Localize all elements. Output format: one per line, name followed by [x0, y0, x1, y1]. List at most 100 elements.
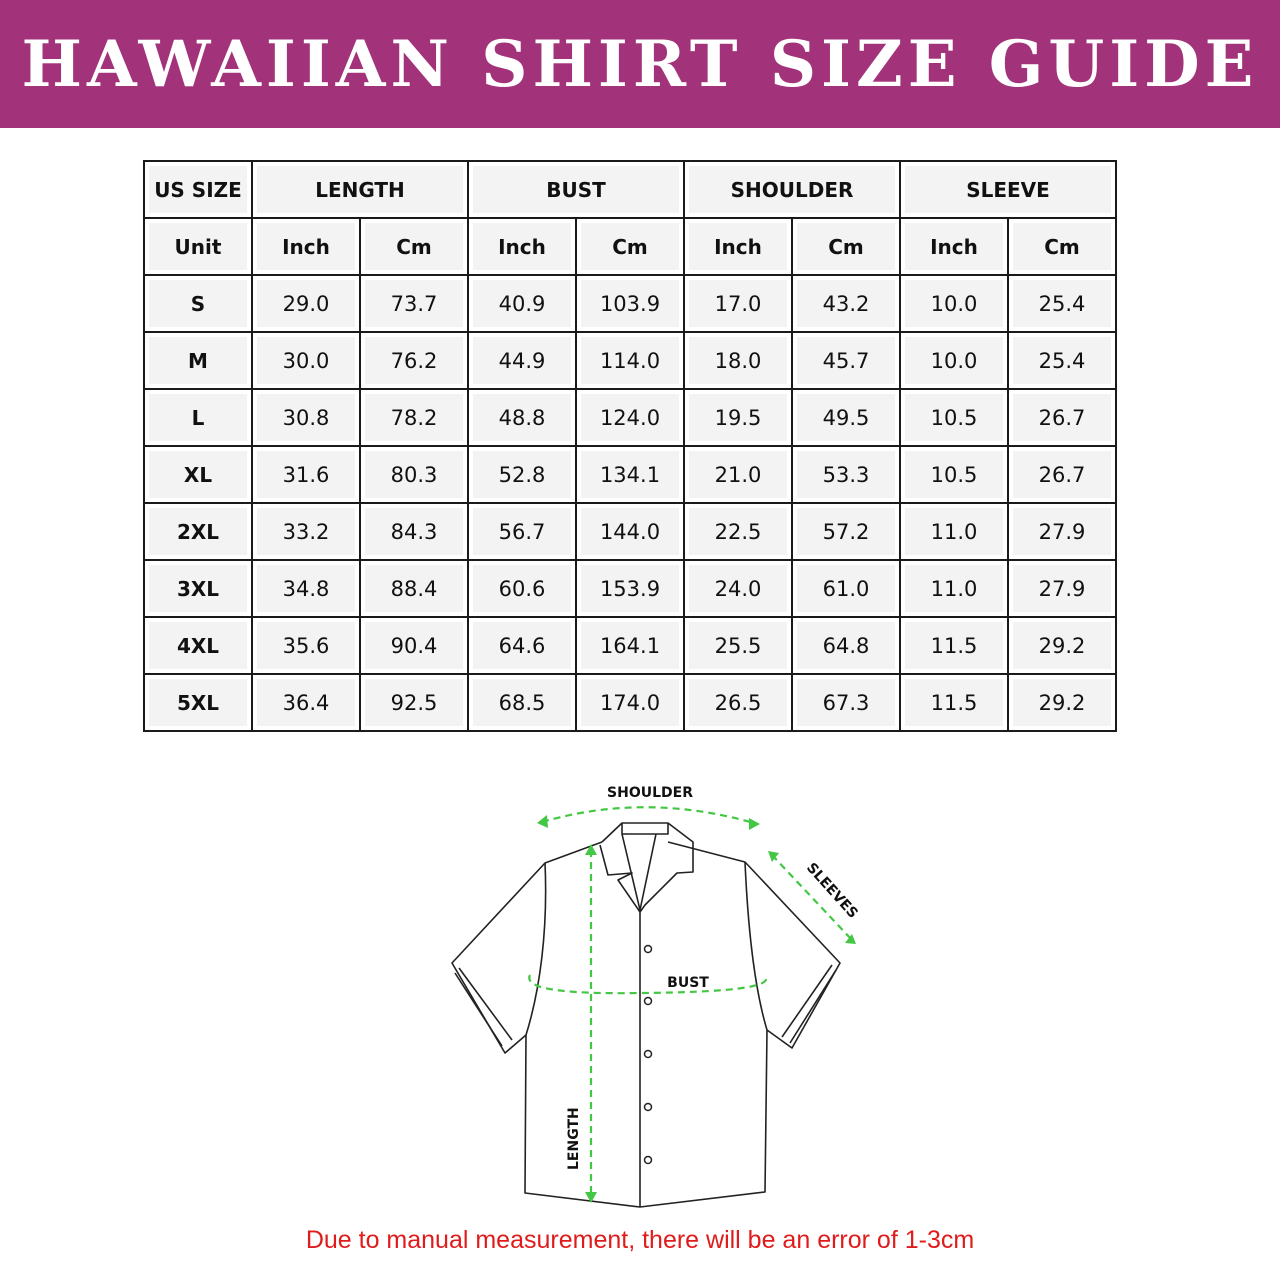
value-cell: 92.5 — [359, 673, 469, 732]
value-cell: 27.9 — [1007, 502, 1117, 561]
value-cell: 78.2 — [359, 388, 469, 447]
value-cell: 25.5 — [683, 616, 793, 675]
value-cell: 25.4 — [1007, 274, 1117, 333]
value-cell: 24.0 — [683, 559, 793, 618]
unit-cell: Cm — [359, 217, 469, 276]
value-cell: 67.3 — [791, 673, 901, 732]
size-cell: S — [143, 274, 253, 333]
value-cell: 68.5 — [467, 673, 577, 732]
value-cell: 36.4 — [251, 673, 361, 732]
unit-cell: Cm — [1007, 217, 1117, 276]
value-cell: 29.2 — [1007, 616, 1117, 675]
unit-label: Unit — [143, 217, 253, 276]
value-cell: 153.9 — [575, 559, 685, 618]
length-label: LENGTH — [566, 1107, 582, 1170]
size-cell: 5XL — [143, 673, 253, 732]
group-header-row: US SIZE LENGTH BUST SHOULDER SLEEVE — [143, 160, 1117, 219]
unit-row: Unit Inch Cm Inch Cm Inch Cm Inch Cm — [143, 217, 1117, 276]
value-cell: 174.0 — [575, 673, 685, 732]
value-cell: 11.5 — [899, 616, 1009, 675]
value-cell: 88.4 — [359, 559, 469, 618]
value-cell: 76.2 — [359, 331, 469, 390]
table-row: 3XL 34.8 88.4 60.6 153.9 24.0 61.0 11.0 27.9 — [143, 559, 1117, 618]
value-cell: 10.0 — [899, 274, 1009, 333]
value-cell: 90.4 — [359, 616, 469, 675]
value-cell: 26.7 — [1007, 445, 1117, 504]
value-cell: 61.0 — [791, 559, 901, 618]
value-cell: 31.6 — [251, 445, 361, 504]
table-row: 4XL 35.6 90.4 64.6 164.1 25.5 64.8 11.5 29.2 — [143, 616, 1117, 675]
shirt-outline — [451, 822, 841, 1208]
shoulder-measure-line — [541, 806, 755, 825]
value-cell: 45.7 — [791, 331, 901, 390]
value-cell: 114.0 — [575, 331, 685, 390]
group-bust: BUST — [467, 160, 685, 219]
value-cell: 35.6 — [251, 616, 361, 675]
measurement-note: Due to manual measurement, there will be… — [305, 1226, 975, 1254]
unit-cell: Inch — [251, 217, 361, 276]
table-row: L 30.8 78.2 48.8 124.0 19.5 49.5 10.5 26.7 — [143, 388, 1117, 447]
size-cell: 2XL — [143, 502, 253, 561]
value-cell: 64.6 — [467, 616, 577, 675]
value-cell: 17.0 — [683, 274, 793, 333]
size-cell: 3XL — [143, 559, 253, 618]
shoulder-label: SHOULDER — [607, 785, 693, 801]
table-row: XL 31.6 80.3 52.8 134.1 21.0 53.3 10.5 26.7 — [143, 445, 1117, 504]
bust-label: BUST — [667, 975, 709, 991]
unit-cell: Inch — [683, 217, 793, 276]
value-cell: 44.9 — [467, 331, 577, 390]
value-cell: 25.4 — [1007, 331, 1117, 390]
value-cell: 34.8 — [251, 559, 361, 618]
value-cell: 84.3 — [359, 502, 469, 561]
value-cell: 48.8 — [467, 388, 577, 447]
size-header: US SIZE — [143, 160, 253, 219]
sleeve-measure-line — [771, 854, 853, 941]
value-cell: 27.9 — [1007, 559, 1117, 618]
value-cell: 26.5 — [683, 673, 793, 732]
value-cell: 53.3 — [791, 445, 901, 504]
value-cell: 29.2 — [1007, 673, 1117, 732]
value-cell: 10.5 — [899, 388, 1009, 447]
value-cell: 73.7 — [359, 274, 469, 333]
unit-cell: Inch — [899, 217, 1009, 276]
arrow-icons — [537, 815, 856, 1203]
value-cell: 80.3 — [359, 445, 469, 504]
sleeves-label: SLEEVES — [803, 860, 861, 922]
title-banner: HAWAIIAN SHIRT SIZE GUIDE — [0, 0, 1280, 128]
value-cell: 33.2 — [251, 502, 361, 561]
value-cell: 19.5 — [683, 388, 793, 447]
value-cell: 49.5 — [791, 388, 901, 447]
value-cell: 10.5 — [899, 445, 1009, 504]
group-length: LENGTH — [251, 160, 469, 219]
size-cell: 4XL — [143, 616, 253, 675]
unit-cell: Inch — [467, 217, 577, 276]
value-cell: 10.0 — [899, 331, 1009, 390]
group-shoulder: SHOULDER — [683, 160, 901, 219]
group-sleeve: SLEEVE — [899, 160, 1117, 219]
value-cell: 21.0 — [683, 445, 793, 504]
size-table: US SIZE LENGTH BUST SHOULDER SLEEVE Unit… — [143, 160, 1117, 732]
buttons — [643, 944, 653, 1165]
value-cell: 11.5 — [899, 673, 1009, 732]
table-row: 5XL 36.4 92.5 68.5 174.0 26.5 67.3 11.5 29.2 — [143, 673, 1117, 732]
value-cell: 11.0 — [899, 502, 1009, 561]
value-cell: 57.2 — [791, 502, 901, 561]
unit-cell: Cm — [575, 217, 685, 276]
table-row: 2XL 33.2 84.3 56.7 144.0 22.5 57.2 11.0 27.9 — [143, 502, 1117, 561]
size-cell: XL — [143, 445, 253, 504]
value-cell: 52.8 — [467, 445, 577, 504]
measure-lines — [528, 806, 853, 1198]
value-cell: 40.9 — [467, 274, 577, 333]
value-cell: 103.9 — [575, 274, 685, 333]
unit-cell: Cm — [791, 217, 901, 276]
table-row: S 29.0 73.7 40.9 103.9 17.0 43.2 10.0 25.4 — [143, 274, 1117, 333]
value-cell: 124.0 — [575, 388, 685, 447]
value-cell: 144.0 — [575, 502, 685, 561]
value-cell: 43.2 — [791, 274, 901, 333]
value-cell: 29.0 — [251, 274, 361, 333]
value-cell: 60.6 — [467, 559, 577, 618]
value-cell: 64.8 — [791, 616, 901, 675]
size-cell: M — [143, 331, 253, 390]
value-cell: 56.7 — [467, 502, 577, 561]
